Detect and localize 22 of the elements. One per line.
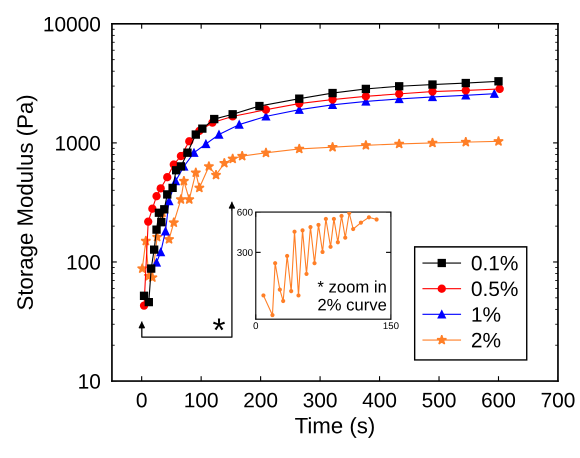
x-axis-title: Time (s) xyxy=(295,417,374,438)
legend-label: 0.5% xyxy=(472,281,518,296)
legend-label: 0.1% xyxy=(472,256,518,271)
x-tick-label: 300 xyxy=(304,392,337,408)
x-tick-label: 700 xyxy=(542,392,575,408)
y-tick-label: 10 xyxy=(79,374,100,389)
x-tick-label: 100 xyxy=(185,392,218,408)
annotation: * zoom in 2% curve xyxy=(318,280,386,311)
x-tick-label: 0 xyxy=(136,392,147,408)
legend-label: 1% xyxy=(472,307,500,322)
x-tick-label: 400 xyxy=(362,392,396,408)
y-tick-label: 100 xyxy=(68,254,100,270)
x-tick-label: 600 xyxy=(482,392,516,408)
x-tick-label: 200 xyxy=(244,392,278,408)
annotation: * xyxy=(213,318,225,330)
x-tick-label: 0 xyxy=(253,322,258,330)
x-tick-label: 150 xyxy=(384,322,399,330)
y-tick-label: 1000 xyxy=(56,136,100,151)
legend-label: 2% xyxy=(472,332,500,348)
y-axis-title: Storage Modulus (Pa) xyxy=(16,96,38,310)
y-tick-label: 10000 xyxy=(44,16,100,32)
x-tick-label: 500 xyxy=(422,392,456,408)
